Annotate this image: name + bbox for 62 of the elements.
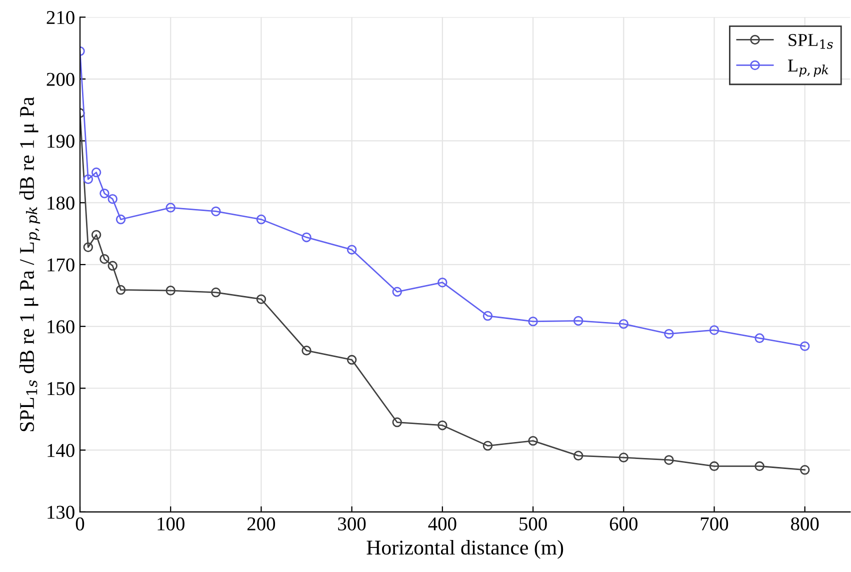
point [166, 202, 176, 213]
point [800, 341, 810, 352]
point [211, 206, 221, 216]
point [800, 465, 810, 475]
x-tick-label: 0 [76, 517, 84, 530]
point [91, 230, 102, 240]
y-tick-label: 130 [48, 506, 74, 519]
x-tick-label: 300 [338, 517, 366, 530]
point [618, 452, 628, 462]
point [573, 316, 584, 326]
point [438, 278, 448, 288]
point [528, 316, 538, 326]
point [83, 242, 94, 252]
point [482, 311, 493, 321]
point [100, 254, 110, 264]
point [116, 285, 126, 295]
y-axis-title: SPL$_{1s}$ dB re 1 μ Pa / L$_{p,pk}$ dB re 1 μ Pa [19, 96, 40, 432]
point [100, 188, 110, 198]
y-tick-label: 210 [46, 10, 74, 24]
x-axis-title: Horizontal distance (m) [366, 540, 564, 559]
y-tick-label: 170 [48, 258, 74, 272]
x-tick-label: 800 [791, 517, 819, 530]
point [116, 214, 126, 224]
point [664, 455, 674, 465]
y-tick-label: 180 [48, 196, 74, 210]
point [754, 333, 764, 344]
point [392, 286, 402, 297]
point [256, 294, 266, 304]
point [618, 319, 628, 329]
point [346, 244, 357, 255]
point [573, 450, 584, 461]
point [438, 420, 448, 430]
point [166, 286, 176, 296]
point [709, 325, 720, 335]
y-tick-label: 140 [48, 444, 74, 458]
x-tick-label: 600 [610, 517, 638, 530]
x-tick-label: 100 [158, 517, 184, 530]
point [392, 417, 402, 428]
x-tick-label: 400 [428, 517, 456, 530]
point [108, 260, 118, 271]
point [664, 328, 674, 339]
legend-label: L$_{p,pk}$ [788, 60, 828, 77]
point [528, 436, 538, 446]
point [754, 461, 764, 472]
point [709, 461, 720, 472]
point [83, 174, 94, 184]
point [482, 440, 493, 451]
y-tick-label: 200 [46, 72, 74, 86]
point [211, 288, 221, 298]
y-tick-label: 160 [48, 320, 74, 334]
point [302, 232, 312, 242]
x-tick-label: 700 [700, 517, 728, 530]
point [302, 346, 312, 356]
point [256, 214, 266, 224]
legend-label: SPL$_{1s}$ [788, 34, 833, 49]
point [108, 194, 118, 204]
point [346, 354, 357, 365]
y-tick-label: 190 [48, 134, 74, 148]
x-tick-label: 200 [247, 517, 276, 530]
y-tick-label: 150 [48, 382, 74, 396]
point [91, 168, 102, 178]
x-tick-label: 500 [520, 517, 547, 530]
